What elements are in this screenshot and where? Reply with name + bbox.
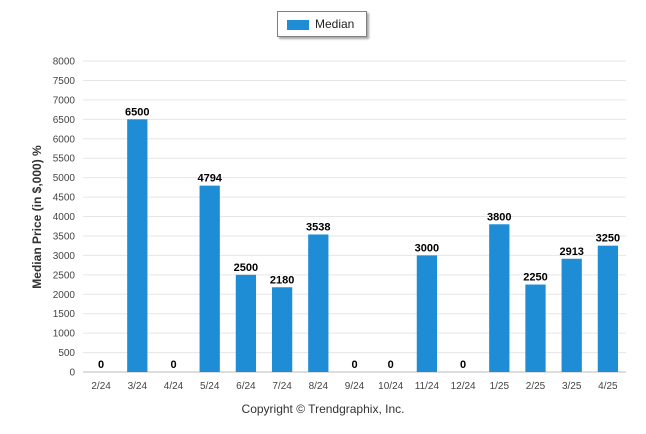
x-tick-label: 3/24 <box>128 381 148 392</box>
y-tick-label: 5500 <box>53 154 76 165</box>
y-tick-label: 3000 <box>53 251 76 262</box>
copyright-text: Copyright © Trendgraphix, Inc. <box>241 402 405 416</box>
y-axis-label: Median Price (in $,000) % <box>30 145 44 289</box>
bar-5-24 <box>199 185 220 372</box>
bar-4-25 <box>597 245 619 372</box>
data-label: 3000 <box>415 242 439 254</box>
x-tick-label: 8/24 <box>309 381 329 392</box>
x-tick-label: 1/25 <box>490 381 510 392</box>
bar-3-25 <box>561 258 582 372</box>
data-label: 2180 <box>270 274 294 286</box>
y-tick-label: 7500 <box>53 76 76 87</box>
data-label: 6500 <box>125 106 149 118</box>
x-tick-label: 4/24 <box>164 381 184 392</box>
bar-3-24 <box>127 119 148 372</box>
x-tick-label: 10/24 <box>378 381 403 392</box>
x-tick-label: 11/24 <box>415 381 440 392</box>
y-axis-ticks: 0 500 1000 1500 2000 2500 3000 3500 4000 4500 5000… <box>53 57 76 379</box>
x-tick-label: 2/24 <box>91 381 111 392</box>
x-axis-ticks: 2/24 3/24 4/24 5/24 6/24 7/24 8/24 9/24 10/24 11/… <box>91 381 618 392</box>
data-label: 2913 <box>559 246 583 258</box>
y-tick-label: 2000 <box>53 290 76 301</box>
data-label: 3538 <box>306 221 330 233</box>
legend: Median <box>277 11 367 37</box>
data-labels: 0 6500 0 4794 2500 2180 3538 0 0 3000 0 3800 2250 291… <box>98 106 620 371</box>
y-tick-label: 1000 <box>53 329 76 340</box>
x-tick-label: 7/24 <box>272 381 292 392</box>
y-tick-label: 4000 <box>53 212 76 223</box>
y-tick-label: 5000 <box>53 173 76 184</box>
data-label: 3800 <box>487 211 511 223</box>
y-tick-label: 3500 <box>53 231 76 242</box>
data-label: 0 <box>460 359 466 371</box>
y-tick-label: 4500 <box>53 193 76 204</box>
x-tick-label: 6/24 <box>236 381 256 392</box>
data-label: 0 <box>98 359 104 371</box>
x-tick-label: 5/24 <box>200 381 220 392</box>
gridlines <box>83 60 626 373</box>
x-tick-label: 2/25 <box>526 381 546 392</box>
bar-7-24 <box>271 287 293 372</box>
bar-8-24 <box>308 234 329 372</box>
bar-6-24 <box>235 274 257 372</box>
y-tick-label: 7000 <box>53 95 76 106</box>
legend-label-median: Median <box>315 17 355 31</box>
y-tick-label: 6000 <box>53 134 76 145</box>
x-tick-label: 3/25 <box>562 381 582 392</box>
y-tick-label: 500 <box>58 348 75 359</box>
data-label: 3250 <box>596 233 620 245</box>
legend-swatch <box>287 20 309 30</box>
data-label: 0 <box>388 359 394 371</box>
data-label: 2250 <box>523 272 547 284</box>
bar-2-25 <box>525 284 546 372</box>
data-label: 4794 <box>197 173 222 185</box>
y-tick-label: 8000 <box>53 57 76 68</box>
y-tick-label: 0 <box>69 368 75 379</box>
x-tick-label: 9/24 <box>345 381 365 392</box>
data-label: 0 <box>351 359 357 371</box>
x-tick-label: 12/24 <box>451 381 476 392</box>
bar-11-24 <box>416 255 438 372</box>
x-tick-label: 4/25 <box>598 381 618 392</box>
y-tick-label: 1500 <box>53 309 76 320</box>
bar-1-25 <box>489 224 510 372</box>
data-label: 0 <box>170 359 176 371</box>
bars <box>127 119 619 372</box>
y-tick-label: 6500 <box>53 115 76 126</box>
y-tick-label: 2500 <box>53 270 76 281</box>
data-label: 2500 <box>234 262 258 274</box>
